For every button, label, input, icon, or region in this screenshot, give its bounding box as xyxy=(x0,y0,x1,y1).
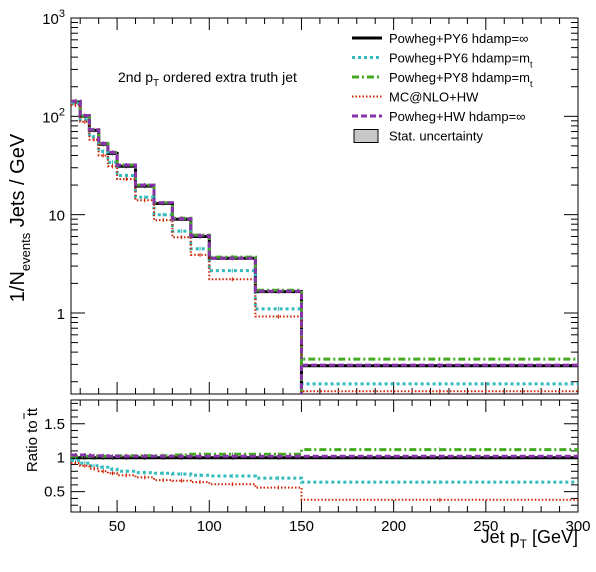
legend-label-3: MC@NLO+HW xyxy=(389,90,479,105)
legend: Powheg+PY6 hdamp=∞Powheg+PY6 hdamp=mtPow… xyxy=(352,31,533,144)
x-tick-label: 100 xyxy=(197,518,222,535)
ratio-series-group xyxy=(71,447,578,502)
main-series-1 xyxy=(71,102,578,386)
legend-swatch-stat xyxy=(353,129,379,143)
legend-label-0: Powheg+PY6 hdamp=∞ xyxy=(389,31,528,46)
legend-label-1: Powheg+PY6 hdamp=mt xyxy=(389,51,533,70)
main-y-tick-label: 1 xyxy=(57,306,65,323)
main-series-0 xyxy=(71,100,578,368)
main-plot-frame xyxy=(70,17,579,395)
main-series-2 xyxy=(71,99,578,361)
x-tick-label: 300 xyxy=(565,518,590,535)
main-series-3 xyxy=(71,104,578,393)
main-y-tick-label: 103 xyxy=(42,8,65,28)
main-series-group xyxy=(71,99,578,394)
ratio-axis-ticks: 0.5 1 1.5 50 100 150 200 250 300 xyxy=(44,400,591,535)
x-tick-label: 50 xyxy=(109,518,126,535)
ratio-series-1 xyxy=(71,458,578,484)
plot-annotation: 2nd pT ordered extra truth jet xyxy=(118,69,297,89)
main-y-axis-label: 1/Nevents Jets / GeV xyxy=(7,133,33,302)
ratio-y-tick-label: 1.5 xyxy=(44,416,65,433)
legend-label-4: Powheg+HW hdamp=∞ xyxy=(389,109,525,124)
x-axis-label: Jet pT [GeV] xyxy=(481,527,578,551)
ratio-y-tick-label: 0.5 xyxy=(44,484,65,501)
main-series-4 xyxy=(71,99,578,367)
ratio-y-tick-label: 1 xyxy=(57,450,65,467)
x-tick-label: 150 xyxy=(289,518,314,535)
main-y-tick-label: 102 xyxy=(42,106,65,126)
ratio-series-4 xyxy=(71,453,578,458)
ratio-y-axis-label: Ratio to tt xyxy=(24,407,41,472)
x-tick-label: 250 xyxy=(473,518,498,535)
main-y-tick-label: 10 xyxy=(48,208,65,225)
legend-label-2: Powheg+PY8 hdamp=mt xyxy=(389,70,533,89)
x-tick-label: 200 xyxy=(381,518,406,535)
legend-label-stat: Stat. uncertainty xyxy=(389,129,483,144)
